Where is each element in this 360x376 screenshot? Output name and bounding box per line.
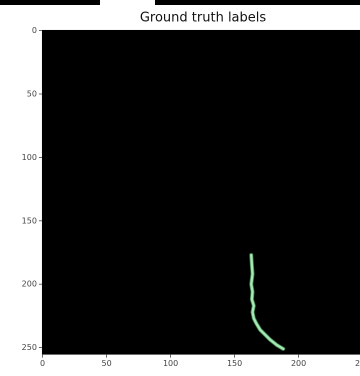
chart-title: Ground truth labels — [140, 11, 267, 26]
x-tick-label: 100 — [163, 359, 178, 368]
y-tick-label: 150 — [22, 216, 37, 225]
y-tick-label: 250 — [22, 343, 37, 352]
y-tick-label: 200 — [22, 280, 37, 289]
x-tick-label: 0 — [40, 359, 45, 368]
y-tick-label: 100 — [22, 153, 37, 162]
x-tick-label: 200 — [291, 359, 306, 368]
y-tick-label: 50 — [27, 90, 37, 99]
image-area — [41, 29, 360, 355]
label-line — [250, 253, 285, 351]
x-tick-label: 250 — [355, 359, 360, 368]
cropped-bar — [0, 0, 100, 5]
x-tick-label: 50 — [102, 359, 112, 368]
x-tick-label: 150 — [227, 359, 242, 368]
cropped-bar — [155, 0, 360, 5]
y-tick-label: 0 — [32, 26, 37, 35]
